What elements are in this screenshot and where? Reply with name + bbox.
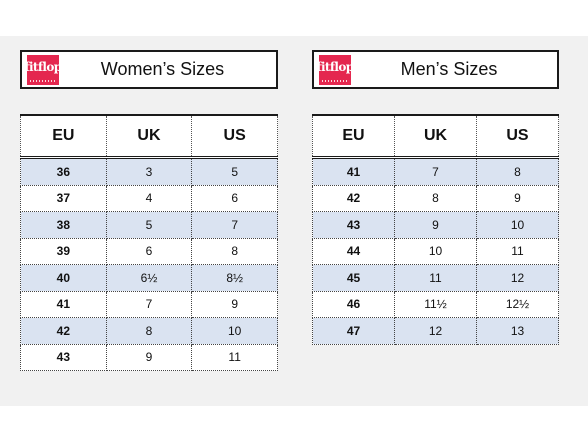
table-row: 42 8 9 bbox=[312, 184, 559, 212]
logo-tagline-decoration bbox=[322, 79, 348, 82]
uk-size-cell: 7 bbox=[105, 290, 193, 318]
womens-size-section: fitflop Women’s Sizes EU UK US 36 3 5 37… bbox=[20, 50, 278, 371]
us-size-cell: 11 bbox=[191, 343, 278, 371]
logo-wordmark: fitflop bbox=[316, 60, 354, 74]
us-size-cell: 8 bbox=[191, 237, 278, 265]
uk-size-cell: 10 bbox=[394, 237, 477, 265]
us-size-cell: 8½ bbox=[191, 264, 278, 292]
table-row: 42 8 10 bbox=[20, 317, 278, 345]
uk-size-cell: 9 bbox=[394, 211, 477, 239]
eu-size-cell: 37 bbox=[20, 184, 107, 212]
column-header-eu: EU bbox=[20, 114, 107, 159]
us-size-cell: 8 bbox=[476, 157, 559, 186]
eu-size-cell: 38 bbox=[20, 211, 107, 239]
uk-size-cell: 5 bbox=[105, 211, 193, 239]
us-size-cell: 10 bbox=[191, 317, 278, 345]
table-row: 41 7 9 bbox=[20, 290, 278, 318]
uk-size-cell: 12 bbox=[394, 317, 477, 345]
eu-size-cell: 46 bbox=[312, 290, 395, 318]
eu-size-cell: 40 bbox=[20, 264, 107, 292]
uk-size-cell: 7 bbox=[394, 157, 477, 186]
column-header-us: US bbox=[191, 114, 278, 159]
uk-size-cell: 6 bbox=[105, 237, 193, 265]
eu-size-cell: 43 bbox=[20, 343, 107, 371]
table-row: 36 3 5 bbox=[20, 157, 278, 186]
logo-wordmark: fitflop bbox=[24, 60, 62, 74]
table-row: 39 6 8 bbox=[20, 237, 278, 265]
column-header-us: US bbox=[476, 114, 559, 159]
table-header-row: EU UK US bbox=[20, 114, 278, 159]
eu-size-cell: 36 bbox=[20, 157, 107, 186]
us-size-cell: 12 bbox=[476, 264, 559, 292]
womens-title: Women’s Sizes bbox=[100, 59, 225, 79]
uk-size-cell: 3 bbox=[105, 157, 193, 186]
fitflop-logo: fitflop bbox=[316, 54, 354, 85]
table-row: 46 11½ 12½ bbox=[312, 290, 559, 318]
us-size-cell: 7 bbox=[191, 211, 278, 239]
column-header-uk: UK bbox=[394, 114, 477, 159]
uk-size-cell: 8 bbox=[394, 184, 477, 212]
eu-size-cell: 41 bbox=[20, 290, 107, 318]
table-row: 43 9 11 bbox=[20, 343, 278, 371]
fitflop-logo: fitflop bbox=[24, 54, 62, 85]
us-size-cell: 13 bbox=[476, 317, 559, 345]
table-row: 44 10 11 bbox=[312, 237, 559, 265]
mens-size-table: EU UK US 41 7 8 42 8 9 43 9 10 44 bbox=[312, 114, 559, 345]
uk-size-cell: 6½ bbox=[105, 264, 193, 292]
womens-size-table: EU UK US 36 3 5 37 4 6 38 5 7 39 bbox=[20, 114, 278, 371]
column-header-uk: UK bbox=[105, 114, 193, 159]
eu-size-cell: 44 bbox=[312, 237, 395, 265]
eu-size-cell: 42 bbox=[312, 184, 395, 212]
table-row: 43 9 10 bbox=[312, 211, 559, 239]
us-size-cell: 12½ bbox=[476, 290, 559, 318]
table-row: 38 5 7 bbox=[20, 211, 278, 239]
table-row: 40 6½ 8½ bbox=[20, 264, 278, 292]
uk-size-cell: 11½ bbox=[394, 290, 477, 318]
table-header-row: EU UK US bbox=[312, 114, 559, 159]
us-size-cell: 9 bbox=[476, 184, 559, 212]
uk-size-cell: 8 bbox=[105, 317, 193, 345]
eu-size-cell: 43 bbox=[312, 211, 395, 239]
us-size-cell: 9 bbox=[191, 290, 278, 318]
uk-size-cell: 9 bbox=[105, 343, 193, 371]
us-size-cell: 5 bbox=[191, 157, 278, 186]
uk-size-cell: 4 bbox=[105, 184, 193, 212]
us-size-cell: 10 bbox=[476, 211, 559, 239]
table-row: 47 12 13 bbox=[312, 317, 559, 345]
table-row: 45 11 12 bbox=[312, 264, 559, 292]
logo-tagline-decoration bbox=[30, 79, 56, 82]
eu-size-cell: 47 bbox=[312, 317, 395, 345]
table-row: 37 4 6 bbox=[20, 184, 278, 212]
womens-header: fitflop Women’s Sizes bbox=[20, 50, 278, 89]
table-row: 41 7 8 bbox=[312, 157, 559, 186]
us-size-cell: 11 bbox=[476, 237, 559, 265]
eu-size-cell: 42 bbox=[20, 317, 107, 345]
mens-size-section: fitflop Men’s Sizes EU UK US 41 7 8 42 8… bbox=[312, 50, 559, 345]
eu-size-cell: 45 bbox=[312, 264, 395, 292]
mens-header: fitflop Men’s Sizes bbox=[312, 50, 559, 89]
eu-size-cell: 41 bbox=[312, 157, 395, 186]
eu-size-cell: 39 bbox=[20, 237, 107, 265]
mens-title: Men’s Sizes bbox=[400, 59, 498, 79]
us-size-cell: 6 bbox=[191, 184, 278, 212]
column-header-eu: EU bbox=[312, 114, 395, 159]
uk-size-cell: 11 bbox=[394, 264, 477, 292]
